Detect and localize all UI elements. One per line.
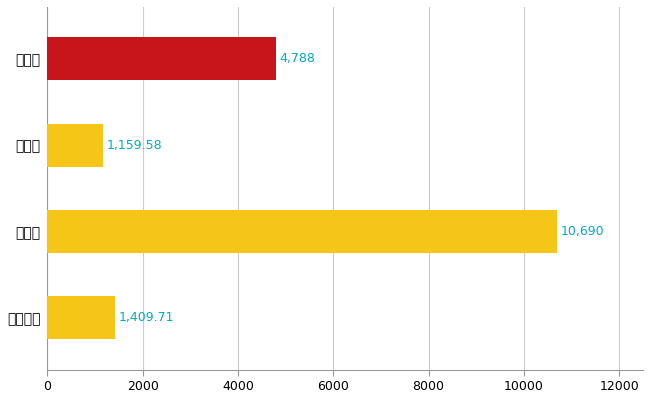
Text: 10,690: 10,690 [560,225,604,238]
Text: 1,409.71: 1,409.71 [118,311,174,324]
Bar [47,37,276,80]
Text: 1,159.58: 1,159.58 [107,139,162,152]
Bar [47,124,103,167]
Bar [47,296,114,340]
Bar [47,210,557,253]
Text: 4,788: 4,788 [280,52,315,65]
